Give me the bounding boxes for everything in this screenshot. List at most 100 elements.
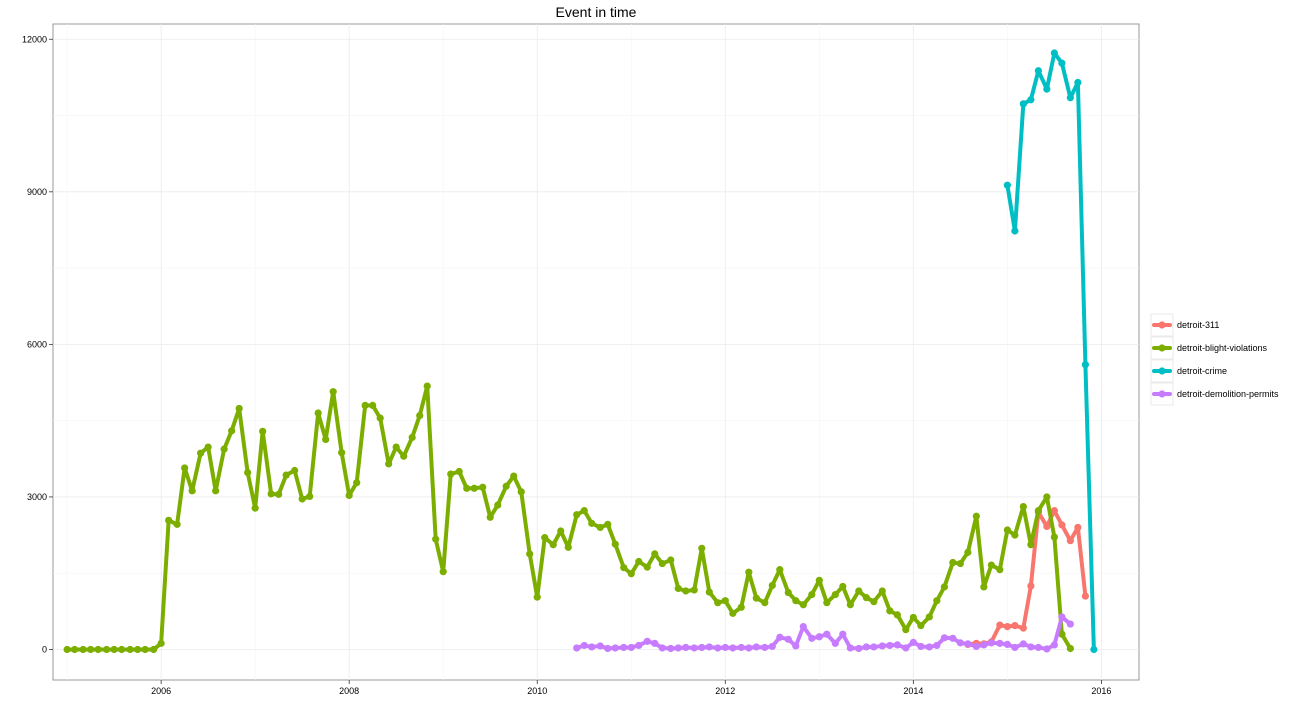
data-point <box>745 644 753 652</box>
data-point <box>1043 522 1051 531</box>
data-point <box>1058 630 1066 638</box>
data-point <box>1003 526 1011 534</box>
legend-item: detroit-crime <box>1150 359 1227 383</box>
data-point <box>698 544 706 552</box>
data-point <box>902 644 910 652</box>
data-point <box>212 487 220 495</box>
data-point <box>870 598 878 606</box>
data-point <box>392 443 400 451</box>
data-point <box>1066 94 1074 102</box>
data-point <box>831 639 839 647</box>
data-point <box>1066 620 1074 628</box>
data-point <box>157 639 165 647</box>
grid <box>53 24 1139 680</box>
data-point <box>361 401 369 409</box>
data-point <box>110 645 118 654</box>
data-point <box>972 642 980 651</box>
data-point <box>510 472 518 480</box>
data-point <box>588 519 596 527</box>
data-point <box>799 623 807 631</box>
data-point <box>964 548 972 556</box>
data-point <box>235 404 243 413</box>
data-point <box>1027 582 1035 590</box>
data-point <box>298 495 306 503</box>
data-point <box>353 479 361 487</box>
data-point <box>729 644 737 652</box>
data-point <box>831 590 839 599</box>
y-tick-label: 6000 <box>27 339 47 349</box>
data-point <box>643 563 651 571</box>
data-point <box>855 587 863 595</box>
data-point <box>917 642 925 651</box>
data-point <box>1058 521 1066 529</box>
data-point <box>596 523 604 532</box>
data-point <box>705 588 713 596</box>
x-tick-label: 2016 <box>1091 686 1111 696</box>
data-point <box>846 601 854 609</box>
data-point <box>126 645 134 654</box>
data-point <box>463 484 471 492</box>
series-line <box>1005 50 1096 652</box>
data-point <box>1074 523 1082 532</box>
data-point <box>729 609 737 617</box>
data-point <box>251 504 259 512</box>
x-tick-label: 2014 <box>903 686 923 696</box>
data-point <box>893 611 901 619</box>
data-point <box>721 643 729 652</box>
data-point <box>94 645 102 654</box>
plot-panel <box>52 23 1140 681</box>
data-point <box>1050 641 1058 649</box>
data-point <box>588 643 596 651</box>
data-point <box>1081 592 1090 600</box>
data-point <box>682 587 690 595</box>
data-point <box>1019 502 1027 511</box>
data-point <box>102 645 111 654</box>
data-point <box>267 490 275 498</box>
data-point <box>376 414 384 422</box>
legend-label: detroit-demolition-permits <box>1177 389 1279 399</box>
data-point <box>855 644 863 653</box>
data-point <box>752 643 760 651</box>
data-point <box>338 449 346 457</box>
data-point <box>651 550 659 558</box>
data-point <box>721 597 729 605</box>
data-point <box>690 644 698 652</box>
data-point <box>611 540 619 548</box>
data-point <box>385 460 393 468</box>
data-point <box>745 568 753 576</box>
y-tick-label: 0 <box>42 644 47 654</box>
legend-item: detroit-demolition-permits <box>1150 382 1279 406</box>
data-point <box>643 637 651 645</box>
data-point <box>690 586 698 594</box>
series-detroit-demolition-permits <box>573 613 1074 653</box>
data-point <box>620 564 628 572</box>
data-point <box>823 630 831 638</box>
data-point <box>846 644 854 652</box>
data-point <box>949 558 957 567</box>
data-point <box>165 516 173 524</box>
data-point <box>573 511 581 519</box>
data-point <box>996 621 1004 629</box>
data-point <box>1019 624 1027 632</box>
data-point <box>792 642 800 650</box>
data-point <box>408 433 416 442</box>
data-point <box>204 443 212 451</box>
data-point <box>714 644 722 652</box>
data-point <box>839 582 847 591</box>
data-point <box>893 641 901 649</box>
data-point <box>259 427 267 435</box>
data-point <box>1074 78 1082 87</box>
chart-title: Event in time <box>556 4 637 20</box>
data-point <box>432 535 440 543</box>
legend-item: detroit-311 <box>1150 313 1219 337</box>
data-point <box>674 584 682 593</box>
data-point <box>635 641 643 650</box>
data-point <box>698 643 706 652</box>
data-point <box>839 630 847 638</box>
data-point <box>980 583 988 591</box>
data-point <box>674 644 682 652</box>
data-point <box>1019 640 1027 648</box>
data-point <box>902 626 910 634</box>
data-point <box>635 557 643 566</box>
data-point <box>761 643 769 652</box>
